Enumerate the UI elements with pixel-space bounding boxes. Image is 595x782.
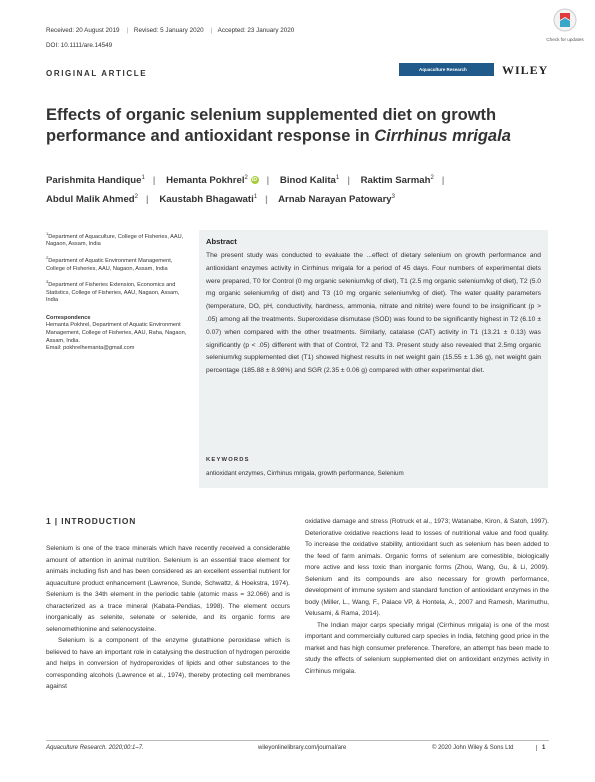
author-name: Parishmita Handique	[46, 175, 142, 187]
crossmark-label: Check for updates	[546, 37, 584, 42]
paragraph: Selenium is one of the trace minerals wh…	[46, 545, 290, 633]
footer-url[interactable]: wileyonlinelibrary.com/journal/are	[258, 745, 347, 751]
abstract-text: The present study was conducted to evalu…	[206, 252, 541, 375]
intro-left-column: Selenium is one of the trace minerals wh…	[46, 543, 290, 693]
affiliations: 1Department of Aquaculture, College of F…	[46, 230, 188, 353]
author-name: Hemanta Pokhrel	[166, 175, 245, 187]
article-title: Effects of organic selenium supplemented…	[46, 105, 546, 147]
received-date: Received: 20 August 2019	[46, 27, 120, 34]
author-name: Kaustabh Bhagawati	[159, 194, 254, 206]
article-dates: Received: 20 August 2019 | Revised: 5 Jan…	[46, 27, 295, 34]
publisher-logo[interactable]: WILEY	[502, 63, 549, 77]
intro-right-column: oxidative damage and stress (Rotruck et …	[305, 516, 549, 677]
abstract-box: Abstract The present study was conducted…	[199, 230, 548, 488]
affiliation: 2Department of Aquatic Environment Manag…	[46, 255, 173, 272]
journal-logo-text: Aquaculture Research	[419, 67, 467, 72]
author-list: Parishmita Handique1 | Hemanta Pokhrel2 i…	[46, 175, 445, 206]
correspondence-text: Hemanta Pokhrel, Department of Aquatic E…	[46, 322, 187, 344]
footer-citation: Aquaculture Research. 2020;00:1–7.	[46, 745, 144, 751]
keywords: antioxidant enzymes, Cirrhinus mrigala, …	[206, 470, 404, 477]
footer-rule	[46, 740, 549, 741]
author-name: Binod Kalita	[279, 175, 336, 187]
author-name: Abdul Malik Ahmed	[46, 194, 135, 206]
keywords-heading: KEYWORDS	[206, 457, 250, 463]
correspondence-email[interactable]: Email: pokhrelhemanta@gmail.com	[46, 345, 135, 352]
revised-date: Revised: 5 January 2020	[133, 27, 204, 34]
affiliation: 1Department of Aquaculture, College of F…	[46, 231, 184, 248]
affiliation: 3Department of Fisheries Extension, Econ…	[46, 279, 180, 304]
author-name: Arnab Narayan Patowary	[278, 194, 392, 206]
author-name: Raktim Sarmah	[360, 175, 431, 187]
paragraph: The Indian major carps specially mrigal …	[305, 621, 549, 675]
footer-copyright: © 2020 John Wiley & Sons Ltd	[432, 745, 514, 751]
orcid-icon[interactable]: iD	[250, 176, 259, 185]
title-main: Effects of organic selenium supplemented…	[46, 106, 497, 145]
paragraph: Selenium is a component of the enzyme gl…	[46, 637, 290, 690]
correspondence-heading: Correspondence	[46, 314, 91, 321]
article-type: ORIGINAL ARTICLE	[46, 69, 148, 78]
doi[interactable]: DOI: 10.1111/are.14549	[46, 42, 113, 49]
crossmark-icon	[553, 8, 577, 32]
section-heading-introduction: 1 | INTRODUCTION	[46, 516, 137, 526]
crossmark-badge[interactable]: Check for updates	[545, 8, 585, 42]
abstract-heading: Abstract	[206, 237, 237, 246]
page-number: 1	[536, 745, 545, 751]
title-species: Cirrhinus mrigala	[374, 127, 511, 145]
journal-logo[interactable]: Aquaculture Research	[399, 63, 494, 76]
accepted-date: Accepted: 23 January 2020	[217, 27, 295, 34]
paragraph: oxidative damage and stress (Rotruck et …	[305, 518, 549, 617]
